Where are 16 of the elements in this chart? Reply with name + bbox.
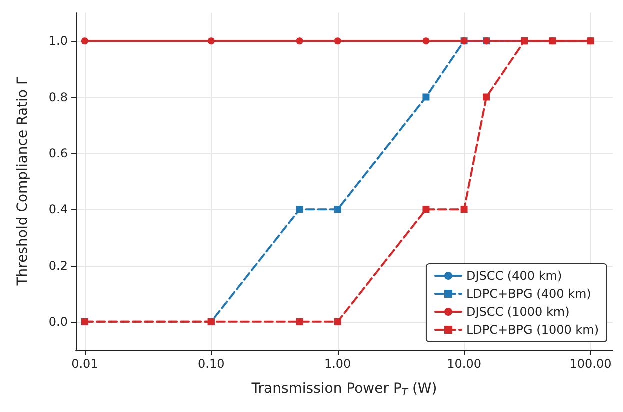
y-axis-title: Threshold Compliance Ratio Γ bbox=[15, 77, 31, 287]
legend-label: DJSCC (400 km) bbox=[466, 269, 562, 283]
legend-label: LDPC+BPG (400 km) bbox=[466, 287, 592, 301]
y-tick-label: 0.4 bbox=[48, 202, 68, 217]
x-tick-label: 0.10 bbox=[198, 357, 225, 371]
legend-label: DJSCC (1000 km) bbox=[466, 305, 570, 319]
x-tick-label: 0.01 bbox=[72, 357, 98, 371]
legend-label: LDPC+BPG (1000 km) bbox=[466, 323, 600, 337]
y-tick-label: 1.0 bbox=[48, 34, 68, 48]
y-tick-label: 0.2 bbox=[48, 258, 68, 273]
x-tick-label: 100.00 bbox=[570, 357, 612, 371]
y-tick-label: 0.8 bbox=[48, 90, 68, 104]
x-tick-label: 1.00 bbox=[324, 357, 352, 371]
y-tick-label: 0.6 bbox=[48, 146, 68, 160]
y-tick-label: 0.0 bbox=[48, 314, 68, 329]
x-tick-label: 10.00 bbox=[447, 357, 482, 371]
